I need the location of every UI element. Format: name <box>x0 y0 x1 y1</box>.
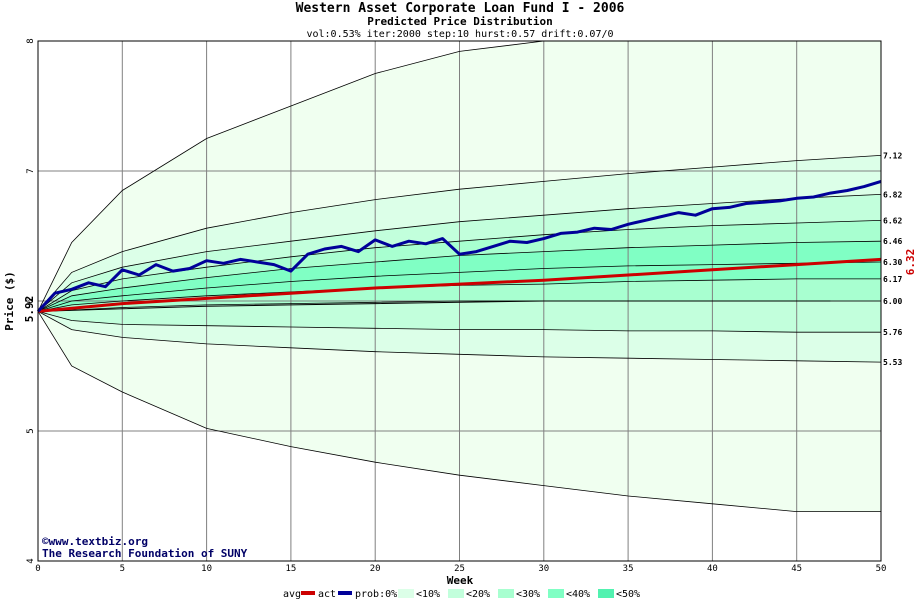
x-tick-label: 20 <box>370 564 381 574</box>
median-line <box>37 300 831 312</box>
legend-act-swatch <box>338 591 352 595</box>
series-lines <box>36 179 882 313</box>
legend-band-label: <10% <box>416 589 440 600</box>
quantile-curve <box>37 220 882 312</box>
y-tick-label: 5 <box>26 428 36 433</box>
credit-org: The Research Foundation of SUNY <box>42 547 248 560</box>
series-avg-line <box>37 257 882 313</box>
x-tick-label: 45 <box>791 564 802 574</box>
right-value-labels: 7.12 6.82 6.62 6.46 6.30 6.17 6.00 5.76 5.53 <box>883 151 902 367</box>
x-tick-label: 10 <box>201 564 212 574</box>
right-value-label: 6.62 <box>883 216 902 225</box>
right-value-label: 7.12 <box>883 151 902 160</box>
legend-band-swatch <box>598 589 614 598</box>
chart-title: Western Asset Corporate Loan Fund I - 20… <box>296 1 625 16</box>
legend-band-swatches: <10% <20% <30% <40% <50% <box>398 589 640 600</box>
legend-band-swatch <box>548 589 564 598</box>
final-actual-price-label: 6.32 <box>904 249 917 276</box>
x-tick-label: 40 <box>707 564 718 574</box>
x-tick-label: 25 <box>454 564 465 574</box>
quantile-curve <box>37 155 882 312</box>
quantile-curve <box>37 311 881 513</box>
right-value-label: 6.00 <box>883 297 902 306</box>
right-value-label: 6.30 <box>883 258 902 267</box>
quantile-curve <box>37 194 882 312</box>
y-tick-label: 7 <box>26 168 36 173</box>
right-value-label: 5.76 <box>883 328 902 337</box>
x-tick-label: 50 <box>876 564 887 574</box>
plot-frame <box>37 40 882 562</box>
legend-prob-label: prob:0% <box>355 589 397 600</box>
right-value-label: 6.82 <box>883 190 902 199</box>
x-tick-label: 15 <box>285 564 296 574</box>
y-tick-label: 4 <box>26 558 36 563</box>
quantile-curve <box>37 311 882 363</box>
y-tick-label: 6 <box>26 298 36 303</box>
y-tick-label: 8 <box>26 38 36 43</box>
x-tick-label: 30 <box>538 564 549 574</box>
legend-avg-swatch <box>301 591 315 595</box>
y-tick-labels: 4 5 6 7 8 <box>26 38 36 563</box>
legend-band-swatch <box>498 589 514 598</box>
start-price-label: 5.92 <box>23 296 36 323</box>
right-value-label: 6.17 <box>883 275 902 284</box>
legend-band-swatch <box>398 589 414 598</box>
quantile-curve <box>37 311 881 333</box>
x-tick-label: 5 <box>120 564 125 574</box>
right-value-label: 6.46 <box>883 237 902 246</box>
legend-avg-label: avg <box>283 589 301 600</box>
legend-band-label: <20% <box>466 589 490 600</box>
x-tick-label: 35 <box>623 564 634 574</box>
y-axis-label: Price ($) <box>3 271 16 331</box>
chart-params: vol:0.53% iter:2000 step:10 hurst:0.57 d… <box>306 29 613 40</box>
x-tick-labels: 0 5 10 15 20 25 30 35 40 45 50 <box>35 564 886 574</box>
legend-act-label: act <box>318 589 336 600</box>
quantile-curve <box>37 240 882 312</box>
legend-band-label: <50% <box>616 589 640 600</box>
right-value-label: 5.53 <box>883 358 902 367</box>
x-tick-label: 0 <box>35 564 40 574</box>
legend: avg act prob:0% <10% <20% <30% <40% <50% <box>283 589 640 600</box>
series-act-line <box>36 179 882 313</box>
legend-band-label: <30% <box>516 589 540 600</box>
legend-band-swatch <box>448 589 464 598</box>
quantile-curve <box>37 261 882 312</box>
legend-band-label: <40% <box>566 589 590 600</box>
x-axis-label: Week <box>447 574 474 587</box>
chart-subtitle: Predicted Price Distribution <box>367 15 552 28</box>
credit-url: ©www.textbiz.org <box>42 535 148 548</box>
